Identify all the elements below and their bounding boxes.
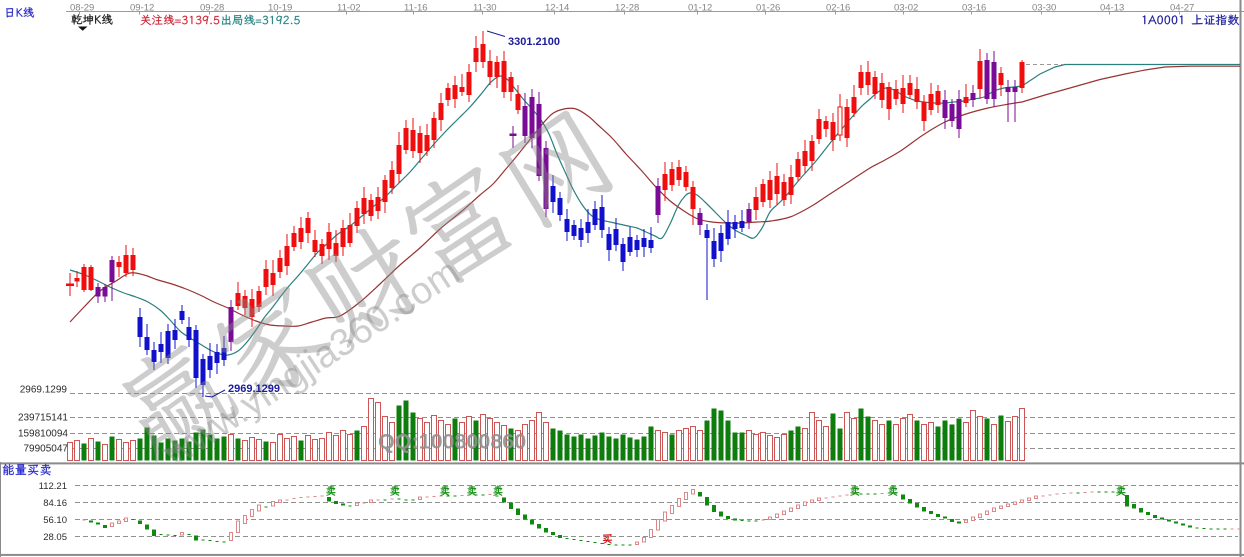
svg-text:159810094: 159810094: [18, 429, 68, 440]
svg-text:09-12: 09-12: [130, 2, 154, 13]
svg-text:3301.2100: 3301.2100: [508, 36, 560, 48]
svg-text:03-02: 03-02: [894, 2, 918, 13]
svg-text:79905047: 79905047: [24, 444, 69, 455]
svg-text:04-13: 04-13: [1100, 2, 1124, 13]
svg-text:QQ:100800860: QQ:100800860: [378, 430, 526, 454]
svg-text:03-30: 03-30: [1032, 2, 1056, 13]
svg-text:03-16: 03-16: [962, 2, 986, 13]
svg-text:01-12: 01-12: [688, 2, 712, 13]
svg-text:84.16: 84.16: [43, 498, 67, 509]
svg-text:04-27: 04-27: [1170, 2, 1194, 13]
svg-text:10-19: 10-19: [268, 2, 292, 13]
svg-text:56.10: 56.10: [43, 515, 67, 526]
svg-text:11-30: 11-30: [473, 2, 497, 13]
svg-text:2969.1299: 2969.1299: [228, 383, 280, 395]
svg-text:112.21: 112.21: [39, 481, 67, 492]
svg-text:01-26: 01-26: [756, 2, 780, 13]
svg-text:08-29: 08-29: [70, 2, 94, 13]
svg-text:12-28: 12-28: [615, 2, 639, 13]
svg-text:239715141: 239715141: [18, 413, 68, 424]
svg-text:12-14: 12-14: [545, 2, 569, 13]
svg-text:09-28: 09-28: [200, 2, 224, 13]
svg-text:28.05: 28.05: [43, 532, 67, 543]
svg-text:02-16: 02-16: [826, 2, 850, 13]
svg-text:11-16: 11-16: [404, 2, 428, 13]
svg-text:11-02: 11-02: [337, 2, 361, 13]
svg-text:2969.1299: 2969.1299: [20, 385, 68, 396]
